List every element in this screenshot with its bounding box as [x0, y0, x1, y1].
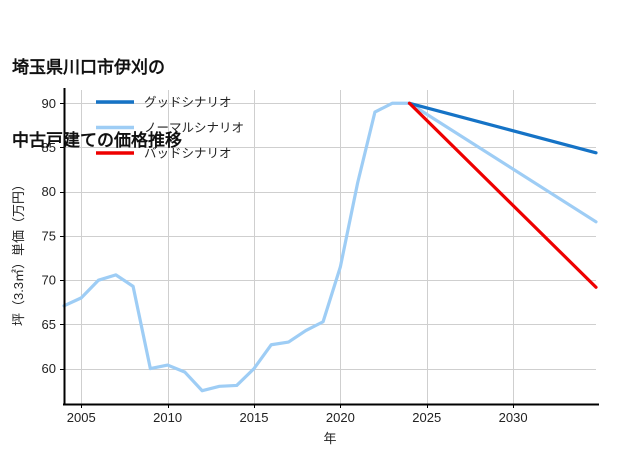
x-tick-label: 2030 — [499, 410, 528, 425]
y-axis-title: 坪（3.3㎡）単価（万円） — [11, 178, 26, 326]
y-tick-label: 80 — [42, 184, 56, 199]
axes-layer — [60, 88, 599, 408]
legend-label: ノーマルシナリオ — [144, 121, 244, 135]
legend-label: バッドシナリオ — [144, 147, 232, 161]
series-line — [407, 101, 598, 289]
legend-label: グッドシナリオ — [144, 96, 232, 110]
y-tick-label: 85 — [42, 140, 56, 155]
series-line — [62, 101, 598, 393]
series-layer — [62, 101, 598, 393]
x-axis-title: 年 — [323, 431, 336, 446]
x-tick-label: 2025 — [412, 410, 441, 425]
y-tick-label: 70 — [42, 273, 56, 288]
chart-title: 埼玉県川口市伊刈の 中古戸建ての価格推移 — [12, 8, 182, 201]
series-line — [407, 101, 598, 155]
y-tick-label: 65 — [42, 317, 56, 332]
chart-title-line-2: 中古戸建ての価格推移 — [12, 130, 182, 150]
x-tick-label: 2020 — [326, 410, 355, 425]
x-tick-label: 2015 — [240, 410, 269, 425]
x-tick-label: 2005 — [67, 410, 96, 425]
y-gridlines — [64, 103, 596, 370]
x-gridlines — [81, 90, 514, 404]
y-tick-label: 90 — [42, 96, 56, 111]
x-tick-label: 2010 — [153, 410, 182, 425]
chart-title-line-1: 埼玉県川口市伊刈の — [12, 58, 165, 78]
y-tick-label: 60 — [42, 361, 56, 376]
tick-labels-layer: 60 65 70 75 80 85 90 2005 2010 2015 2020 2025 2030 — [42, 96, 528, 425]
y-tick-label: 75 — [42, 228, 56, 243]
